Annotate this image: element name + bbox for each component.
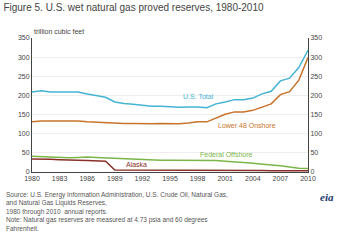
- svg-text:Source: U.S. Energy Informatio: Source: U.S. Energy Information Administ…: [6, 191, 228, 232]
- svg-text:100: 100: [18, 130, 30, 137]
- svg-text:1980: 1980: [24, 175, 40, 182]
- svg-text:200: 200: [18, 92, 30, 99]
- svg-text:1992: 1992: [135, 175, 151, 182]
- svg-text:2007: 2007: [273, 175, 289, 182]
- svg-text:2001: 2001: [217, 175, 233, 182]
- svg-text:300: 300: [310, 54, 322, 61]
- svg-text:150: 150: [310, 111, 322, 118]
- svg-text:2010: 2010: [300, 175, 316, 182]
- svg-text:1995: 1995: [162, 175, 178, 182]
- svg-text:Alaska: Alaska: [126, 161, 147, 168]
- svg-text:250: 250: [18, 73, 30, 80]
- svg-text:1986: 1986: [79, 175, 95, 182]
- svg-text:300: 300: [18, 54, 30, 61]
- svg-text:Lower 48 Onshore: Lower 48 Onshore: [218, 122, 276, 129]
- svg-text:50: 50: [310, 149, 318, 156]
- svg-text:1989: 1989: [107, 175, 123, 182]
- svg-text:1983: 1983: [52, 175, 68, 182]
- svg-text:350: 350: [18, 34, 30, 41]
- svg-text:trillion cubic feet: trillion cubic feet: [34, 28, 84, 35]
- svg-text:50: 50: [22, 149, 30, 156]
- svg-text:150: 150: [18, 111, 30, 118]
- svg-text:U.S. Total: U.S. Total: [183, 93, 214, 100]
- svg-text:0: 0: [26, 168, 30, 175]
- svg-text:Federal Offshore: Federal Offshore: [200, 151, 253, 158]
- svg-text:Figure 5. U.S. wet natural gas: Figure 5. U.S. wet natural gas proved re…: [3, 2, 264, 13]
- svg-text:200: 200: [310, 92, 322, 99]
- svg-text:250: 250: [310, 73, 322, 80]
- svg-text:1998: 1998: [190, 175, 206, 182]
- svg-text:350: 350: [310, 34, 322, 41]
- svg-text:2004: 2004: [245, 175, 261, 182]
- svg-text:eia: eia: [320, 191, 334, 203]
- svg-text:100: 100: [310, 130, 322, 137]
- svg-text:0: 0: [310, 168, 314, 175]
